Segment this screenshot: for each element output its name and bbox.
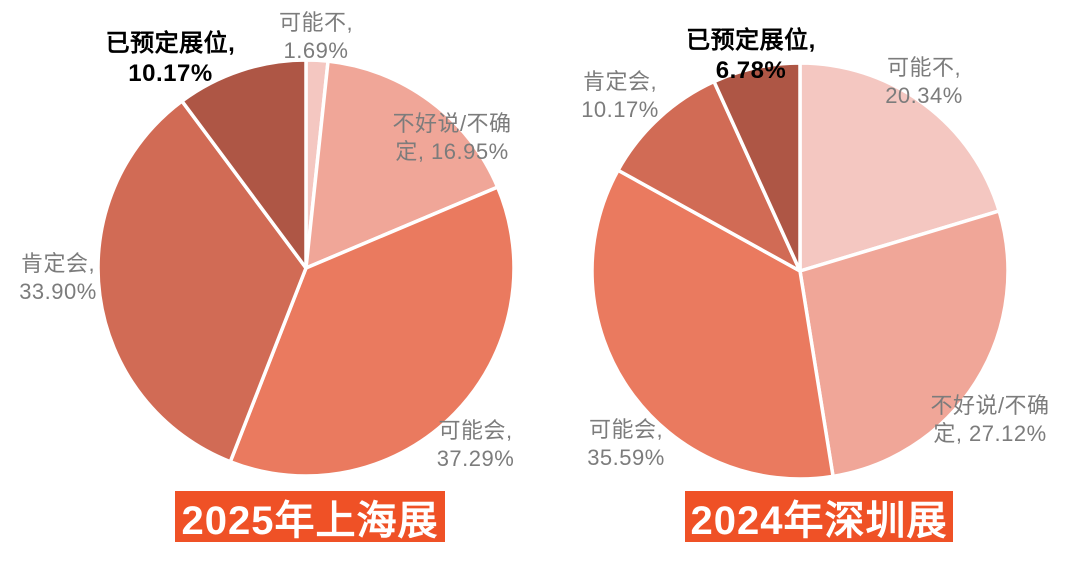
pie-slice-可能不 — [798, 61, 1001, 273]
slice-label-可能会: 可能会, 35.59% — [583, 416, 669, 472]
slice-label-已预定展位: 已预定展位, 10.17% — [88, 29, 253, 89]
pie-slice-肯定会 — [96, 99, 308, 464]
slice-label-line: 定, 27.12% — [933, 421, 1047, 446]
slice-label-line: 不好说/不确 — [930, 393, 1050, 418]
slice-label-line: 6.78% — [715, 57, 787, 84]
slice-label-line: 10.17% — [128, 60, 213, 87]
slice-label-可能会: 可能会, 37.29% — [433, 417, 518, 473]
slice-label-line: 20.34% — [885, 83, 963, 108]
slice-label-可能不: 可能不, 1.69% — [270, 9, 362, 65]
slice-label-不好说/不确定: 不好说/不确 定, 27.12% — [930, 392, 1050, 448]
chart-title-2025-shanghai: 2025年上海展 — [175, 491, 445, 543]
slice-label-line: 10.17% — [581, 97, 659, 122]
chart-title-2024-shenzhen: 2024年深圳展 — [685, 491, 953, 543]
pie-slice-不好说/不确定 — [798, 209, 1010, 479]
slice-label-line: 已预定展位, — [105, 30, 236, 57]
pie-slice-可能会 — [590, 168, 835, 481]
slice-label-line: 不好说/不确 — [392, 111, 512, 136]
slice-label-line: 已预定展位, — [686, 27, 816, 54]
pie-slice-肯定会 — [616, 79, 802, 273]
slice-label-不好说/不确定: 不好说/不确 定, 16.95% — [389, 110, 515, 166]
pie-slice-已预定展位 — [712, 61, 802, 273]
slice-label-line: 可能会, — [438, 418, 513, 443]
slice-label-line: 可能不, — [886, 55, 962, 80]
slice-label-line: 可能会, — [588, 417, 664, 442]
slice-label-已预定展位: 已预定展位, 6.78% — [668, 26, 834, 86]
pie-svg-2025-shanghai — [96, 58, 516, 478]
slice-label-line: 35.59% — [587, 445, 665, 470]
slice-label-可能不: 可能不, 20.34% — [876, 54, 972, 110]
slice-label-line: 定, 16.95% — [395, 139, 509, 164]
slice-label-肯定会: 肯定会, 10.17% — [575, 68, 665, 124]
pie-slice-可能会 — [228, 185, 516, 478]
pie-svg-2024-shenzhen — [590, 61, 1010, 481]
slice-label-line: 肯定会, — [582, 69, 658, 94]
slice-label-line: 可能不, — [278, 10, 354, 35]
pie-slice-不好说/不确定 — [304, 59, 500, 270]
slice-label-肯定会: 肯定会, 33.90% — [0, 250, 116, 306]
slice-label-line: 肯定会, — [20, 251, 96, 276]
slice-label-line: 1.69% — [283, 38, 349, 63]
slice-label-line: 37.29% — [436, 446, 515, 471]
pie-slice-已预定展位 — [180, 58, 308, 270]
slice-label-line: 33.90% — [19, 279, 97, 304]
